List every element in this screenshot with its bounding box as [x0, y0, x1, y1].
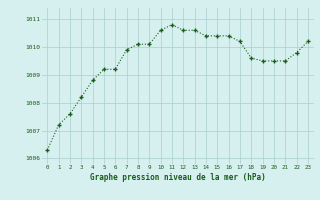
X-axis label: Graphe pression niveau de la mer (hPa): Graphe pression niveau de la mer (hPa) [90, 173, 266, 182]
